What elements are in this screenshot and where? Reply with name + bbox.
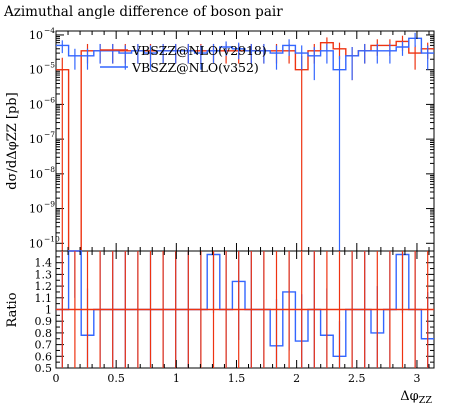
ratio-y-tick-label: 1.1: [35, 292, 53, 305]
legend-label-v2918: VBSZZ@NLO(v2918): [131, 43, 267, 58]
ratio-y-tick-label: 1.2: [35, 280, 53, 293]
legend-label-v352: VBSZZ@NLO(v352): [131, 60, 259, 75]
y-tick-label: 10: [29, 29, 43, 42]
main-y-axis-label: dσ/dΔφZZ [pb]: [5, 92, 20, 189]
x-tick-label: 2.5: [348, 372, 366, 385]
y-tick-label: 10: [29, 98, 43, 111]
y-tick-exponent: −10: [44, 234, 60, 243]
x-tick-label: 0: [53, 372, 60, 385]
y-tick-exponent: −9: [44, 200, 55, 209]
v352-line: [56, 37, 434, 71]
ratio-series-group: [56, 250, 434, 368]
ratio-y-tick-label: 0.9: [35, 315, 53, 328]
y-tick-label: 10: [29, 203, 43, 216]
y-tick-exponent: −7: [44, 130, 55, 139]
x-tick-label: 0.5: [107, 372, 125, 385]
legend: VBSZZ@NLO(v2918) VBSZZ@NLO(v352): [100, 43, 267, 75]
ratio-y-tick-label: 0.6: [35, 350, 53, 363]
ratio-y-tick-label: 1: [45, 304, 52, 317]
x-tick-label: 1: [173, 372, 180, 385]
x-tick-label: 1.5: [228, 372, 246, 385]
x-tick-label: 3: [413, 372, 420, 385]
y-tick-label: 10: [29, 168, 43, 181]
y-tick-exponent: −4: [44, 26, 55, 35]
chart-title: Azimuthal angle difference of boson pair: [3, 4, 283, 20]
y-tick-exponent: −6: [44, 95, 55, 104]
y-tick-label: 10: [29, 64, 43, 77]
ratio-x-axis: 0 0.5 1 1.5 2 2.5 3: [53, 251, 430, 385]
x-axis-label: ΔφZZ: [400, 389, 432, 406]
ratio-y-tick-label: 0.7: [35, 339, 53, 352]
x-tick-label: 2: [293, 372, 300, 385]
ratio-y-tick-label: 0.8: [35, 327, 53, 340]
ratio-plot-area: 0.50.60.70.80.911.11.21.31.4 0 0.5 1 1.5 2 2.…: [35, 250, 435, 385]
y-tick-label: 10: [29, 133, 43, 146]
ratio-y-axis-label: Ratio: [5, 292, 20, 327]
y-tick-exponent: −5: [44, 61, 55, 70]
ratio-y-tick-label: 1.3: [35, 268, 53, 281]
ratio-y-tick-label: 1.4: [35, 257, 53, 270]
main-x-ticks: [55, 31, 430, 251]
ratio-y-tick-label: 0.5: [35, 362, 53, 375]
y-tick-label: 10: [29, 237, 43, 250]
main-series-group: [56, 32, 434, 252]
y-tick-exponent: −8: [44, 165, 55, 174]
